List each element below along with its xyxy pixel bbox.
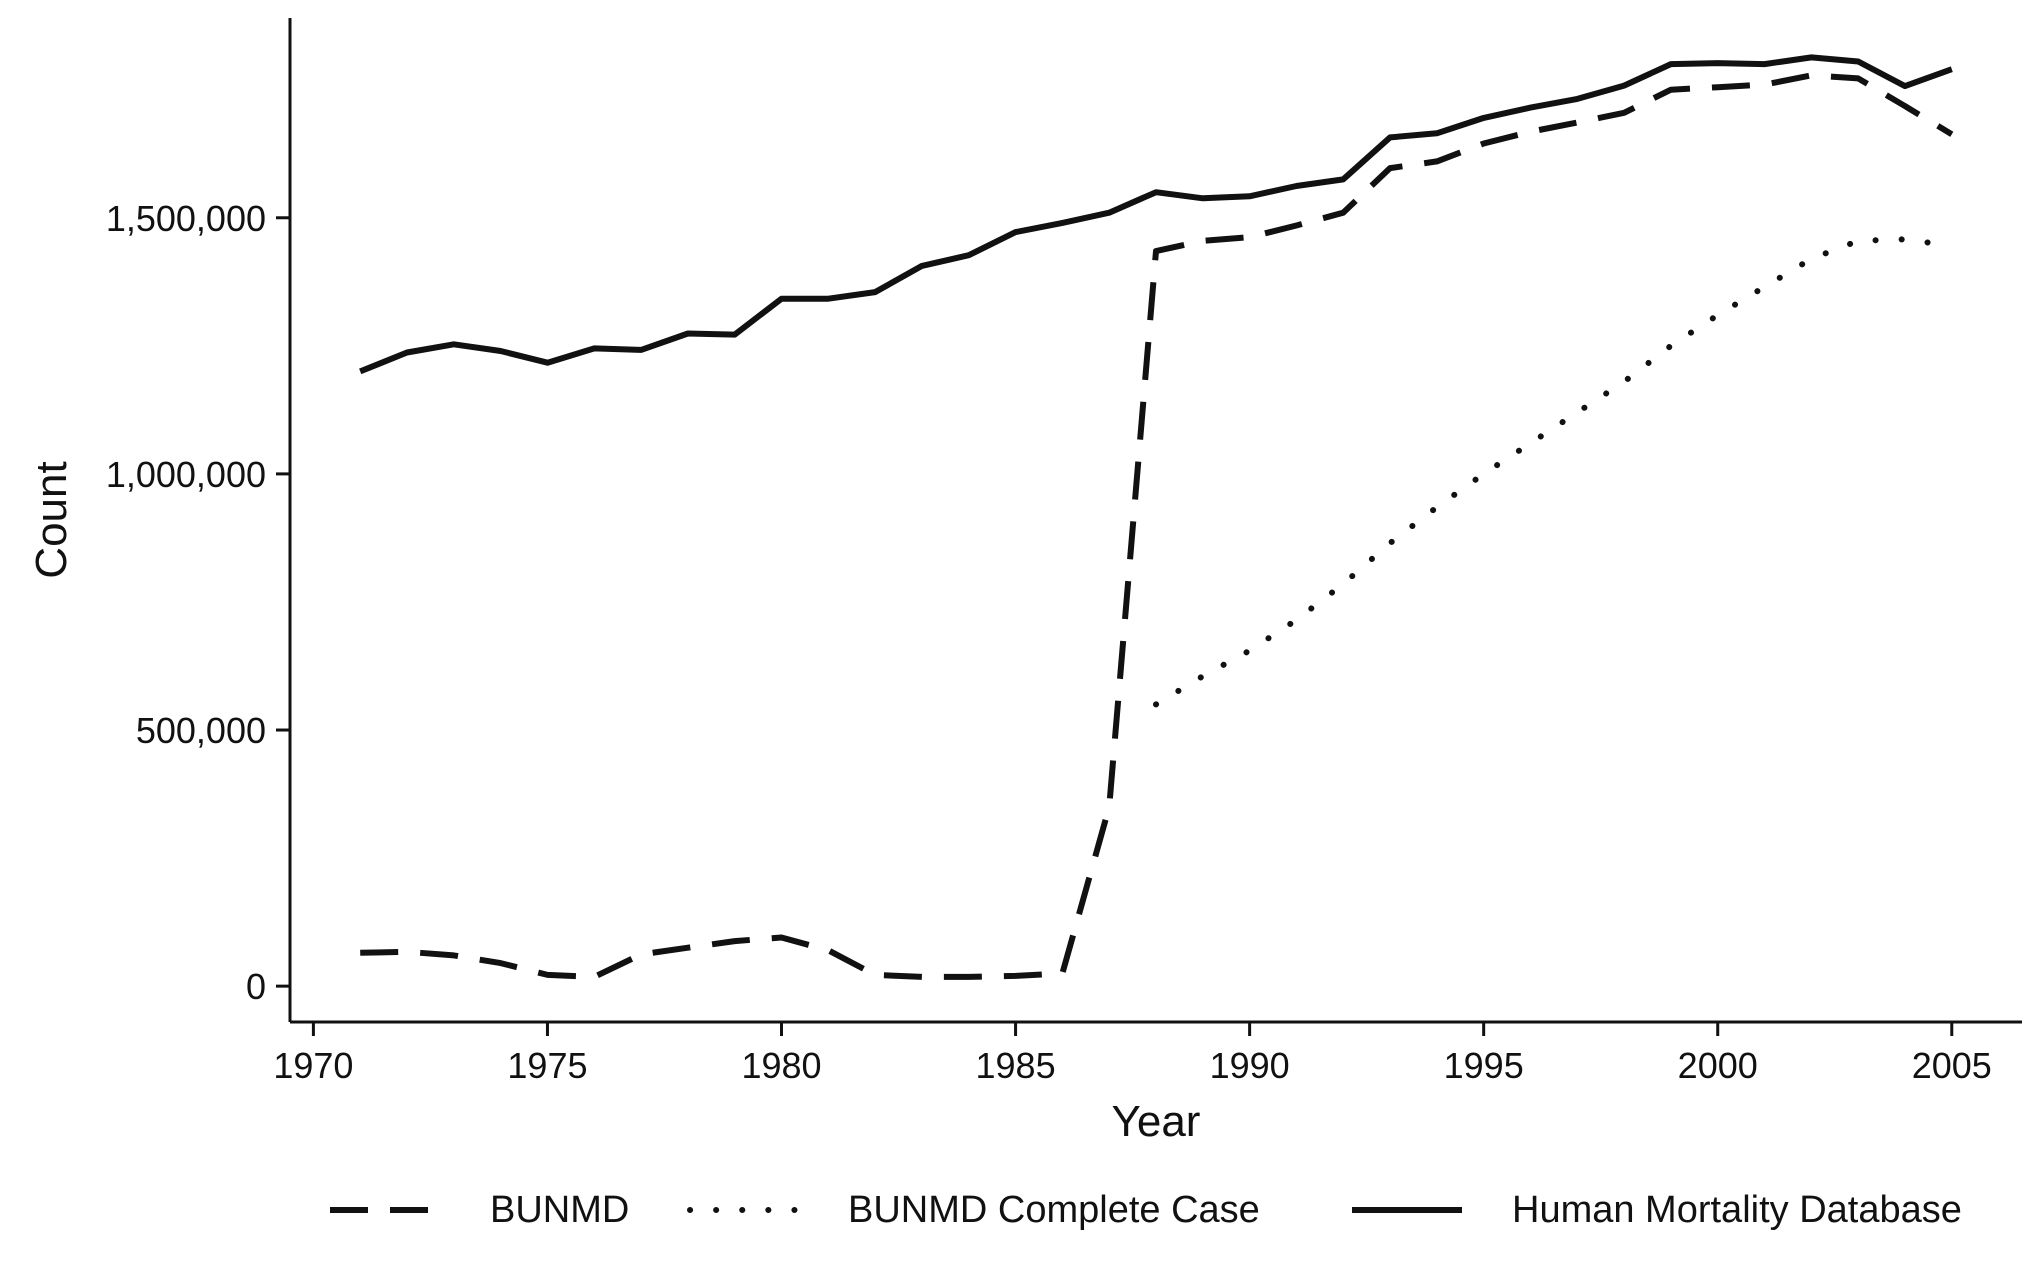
x-tick-label: 1990 (1210, 1045, 1290, 1086)
series-lines (359, 54, 1955, 980)
y-axis-title: Count (27, 461, 76, 578)
y-tick-label: 1,500,000 (106, 198, 266, 239)
y-tick-label: 1,000,000 (106, 454, 266, 495)
y-tick-label: 500,000 (136, 710, 266, 751)
x-tick-label: 1975 (507, 1045, 587, 1086)
x-axis-ticks: 1970 1975 1980 1985 1990 1995 2000 2005 (273, 1022, 1992, 1086)
x-tick-label: 1980 (741, 1045, 821, 1086)
series-line-bunmd-complete-case (1153, 236, 1955, 708)
legend-label: Human Mortality Database (1512, 1189, 1962, 1231)
x-tick-label: 2000 (1678, 1045, 1758, 1086)
y-tick-label: 0 (246, 966, 266, 1007)
series-line-human-mortality-database (359, 54, 1953, 375)
legend-label: BUNMD Complete Case (848, 1189, 1260, 1231)
legend-label: BUNMD (490, 1189, 629, 1231)
x-tick-label: 1970 (273, 1045, 353, 1086)
x-tick-label: 1995 (1444, 1045, 1524, 1086)
x-tick-label: 1985 (976, 1045, 1056, 1086)
series-line-bunmd (360, 72, 1954, 980)
x-tick-label: 2005 (1912, 1045, 1992, 1086)
y-axis-ticks: 0 500,000 1,000,000 1,500,000 (106, 198, 290, 1007)
x-axis-title: Year (1112, 1097, 1201, 1146)
legend: BUNMD BUNMD Complete Case Human Mortality … (330, 1189, 1962, 1231)
